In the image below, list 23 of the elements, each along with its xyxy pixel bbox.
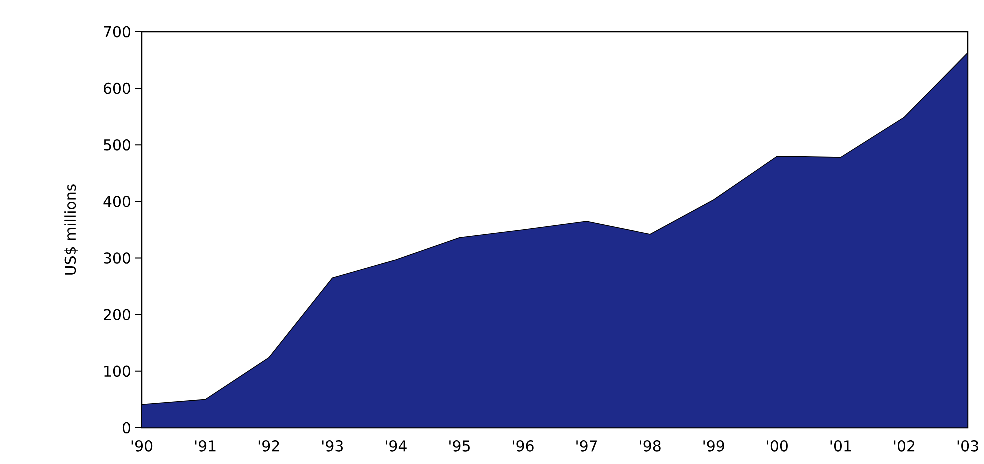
y-tick-label: 100: [104, 366, 130, 378]
y-axis-title: US$ millions: [64, 184, 78, 275]
x-tick-label: '94: [386, 440, 407, 452]
y-tick-label: 700: [104, 26, 130, 38]
y-tick-label: 600: [104, 82, 130, 94]
x-tick-label: '95: [450, 440, 470, 452]
x-tick-label: '90: [132, 440, 153, 452]
y-tick-label: 200: [104, 309, 130, 320]
y-tick-label: 500: [104, 139, 130, 151]
x-tick-label: '92: [258, 440, 280, 452]
x-tick-label: '98: [640, 440, 661, 452]
x-tick-label: '02: [894, 440, 915, 452]
x-tick-label: '01: [830, 440, 852, 452]
y-tick-label: 400: [104, 196, 130, 208]
x-tick-label: '03: [958, 440, 978, 452]
x-tick-label: '96: [513, 440, 534, 452]
x-tick-label: '99: [704, 440, 724, 452]
x-tick-label: '91: [195, 440, 216, 452]
x-tick-label: '97: [576, 440, 598, 452]
x-tick-label: '00: [767, 440, 788, 452]
y-tick-label: 300: [104, 252, 130, 264]
y-tick-label: 0: [122, 422, 130, 434]
x-tick-label: '93: [322, 440, 343, 452]
